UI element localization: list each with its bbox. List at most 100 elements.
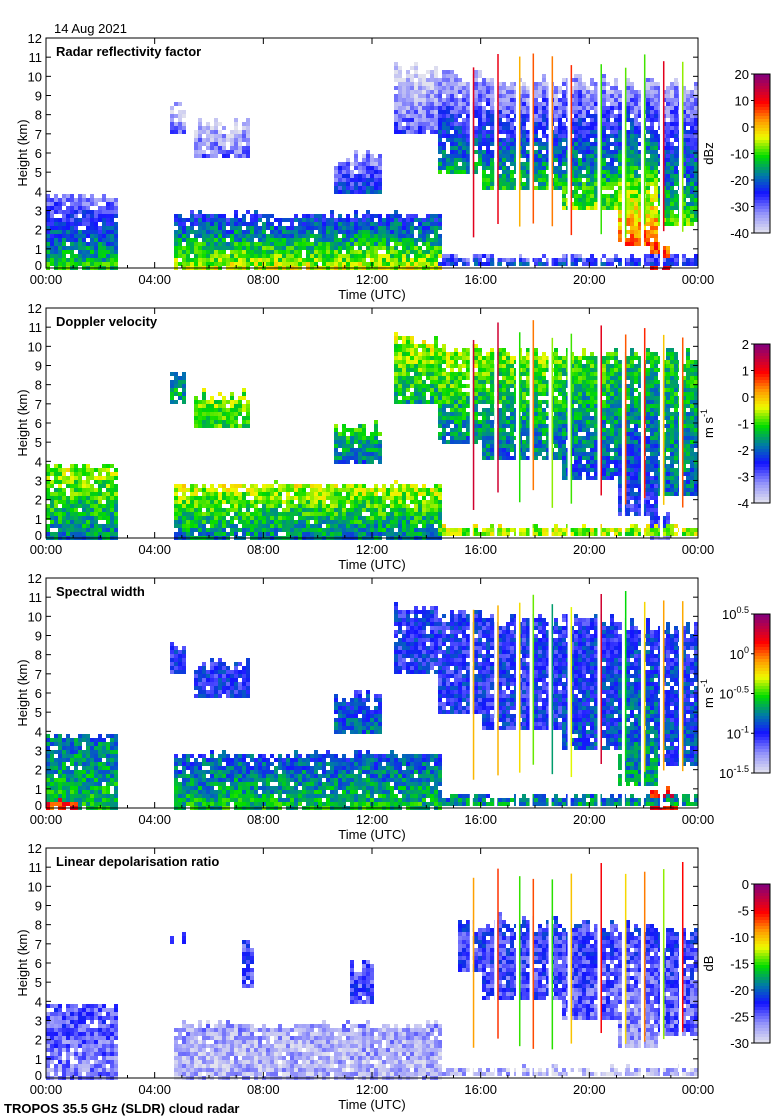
heatmap-cell [74, 198, 78, 202]
heatmap-cell [374, 186, 378, 190]
heatmap-cell [190, 230, 194, 234]
heatmap-cell [274, 254, 278, 258]
heatmap-cell [626, 102, 630, 106]
heatmap-cell [226, 234, 230, 238]
heatmap-cell [82, 242, 86, 246]
heatmap-cell [490, 142, 494, 146]
heatmap-cell [674, 90, 678, 94]
heatmap-cell [238, 492, 242, 496]
heatmap-cell [690, 218, 694, 222]
heatmap-cell [618, 230, 622, 234]
heatmap-cell [50, 480, 54, 484]
heatmap-cell [66, 198, 70, 202]
heatmap-cell [234, 134, 238, 138]
heatmap-cell [98, 246, 102, 250]
heatmap-cell [638, 98, 642, 102]
heatmap-cell [650, 126, 654, 130]
heatmap-cell [626, 90, 630, 94]
heatmap-cell [342, 440, 346, 444]
heatmap-cell [82, 210, 86, 214]
heatmap-cell [630, 86, 634, 90]
heatmap-cell [98, 512, 102, 516]
heatmap-cell [478, 94, 482, 98]
heatmap-cell [450, 78, 454, 82]
heatmap-cell [538, 94, 542, 98]
heatmap-cell [690, 186, 694, 190]
heatmap-cell [342, 500, 346, 504]
heatmap-cell [182, 254, 186, 258]
heatmap-cell [282, 512, 286, 516]
heatmap-cell [638, 106, 642, 110]
heatmap-cell [298, 234, 302, 238]
heatmap-cell [382, 262, 386, 266]
heatmap-cell [102, 198, 106, 202]
heatmap-cell [486, 102, 490, 106]
heatmap-cell [438, 158, 442, 162]
heatmap-cell [250, 238, 254, 242]
heatmap-cell [106, 524, 110, 528]
heatmap-cell [610, 110, 614, 114]
heatmap-cell [630, 258, 634, 262]
heatmap-cell [86, 206, 90, 210]
heatmap-cell [554, 178, 558, 182]
heatmap-cell [410, 94, 414, 98]
heatmap-cell [286, 520, 290, 524]
heatmap-cell [634, 218, 638, 222]
heatmap-cell [654, 254, 658, 258]
heatmap-cell [78, 218, 82, 222]
heatmap-cell [74, 524, 78, 528]
heatmap-cell [434, 126, 438, 130]
heatmap-cell [646, 182, 650, 186]
heatmap-cell [618, 170, 622, 174]
heatmap-cell [462, 130, 466, 134]
heatmap-cell [426, 70, 430, 74]
heatmap-cell [670, 98, 674, 102]
heatmap-cell [414, 66, 418, 70]
heatmap-cell [418, 86, 422, 90]
heatmap-cell [246, 222, 250, 226]
heatmap-cell [94, 512, 98, 516]
colorbar-swatch [754, 134, 770, 138]
heatmap-cell [346, 174, 350, 178]
heatmap-cell [486, 146, 490, 150]
heatmap-cell [234, 408, 238, 412]
heatmap-cell [314, 250, 318, 254]
heatmap-cell [674, 214, 678, 218]
heatmap-cell [194, 130, 198, 134]
heatmap-cell [462, 166, 466, 170]
heatmap-cell [338, 262, 342, 266]
heatmap-cell [358, 238, 362, 242]
heatmap-cell [358, 492, 362, 496]
heatmap-cell [618, 198, 622, 202]
heatmap-cell [614, 202, 618, 206]
heatmap-cell [202, 516, 206, 520]
heatmap-cell [402, 254, 406, 258]
heatmap-cell [354, 440, 358, 444]
heatmap-cell [106, 202, 110, 206]
heatmap-cell [82, 532, 86, 536]
heatmap-cell [222, 416, 226, 420]
heatmap-cell [294, 226, 298, 230]
heatmap-cell [102, 242, 106, 246]
heatmap-cell [86, 468, 90, 472]
heatmap-cell [626, 150, 630, 154]
heatmap-cell [310, 254, 314, 258]
heatmap-cell [390, 214, 394, 218]
colorbar-swatch [754, 140, 770, 144]
heatmap-cell [378, 230, 382, 234]
heatmap-cell [58, 516, 62, 520]
heatmap-cell [54, 480, 58, 484]
heatmap-cell [646, 218, 650, 222]
heatmap-cell [446, 102, 450, 106]
heatmap-cell [302, 230, 306, 234]
colorbar-swatch [754, 194, 770, 198]
heatmap-cell [438, 262, 442, 266]
heatmap-cell [194, 214, 198, 218]
heatmap-cell [310, 214, 314, 218]
heatmap-cell [522, 90, 526, 94]
heatmap-cell [554, 154, 558, 158]
heatmap-cell [238, 254, 242, 258]
heatmap-cell [246, 416, 250, 420]
heatmap-cell [238, 150, 242, 154]
heatmap-cell [458, 86, 462, 90]
